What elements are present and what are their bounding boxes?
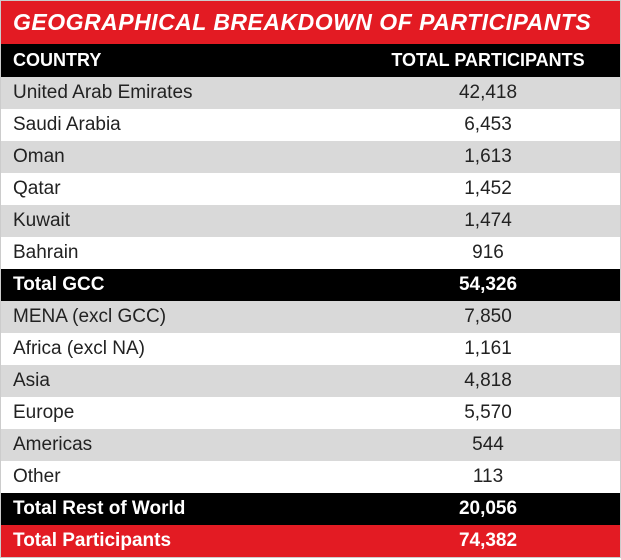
cell-value: 916 bbox=[368, 242, 608, 264]
col-header-country: COUNTRY bbox=[13, 50, 368, 71]
cell-value: 1,161 bbox=[368, 338, 608, 360]
cell-country: Bahrain bbox=[13, 242, 368, 264]
table-row: Europe 5,570 bbox=[1, 397, 620, 429]
cell-value: 4,818 bbox=[368, 370, 608, 392]
table-row: Saudi Arabia 6,453 bbox=[1, 109, 620, 141]
cell-country: Asia bbox=[13, 370, 368, 392]
grand-total-label: Total Participants bbox=[13, 530, 368, 552]
table-row: Other 113 bbox=[1, 461, 620, 493]
table-row: MENA (excl GCC) 7,850 bbox=[1, 301, 620, 333]
cell-country: Kuwait bbox=[13, 210, 368, 232]
table-header: COUNTRY TOTAL PARTICIPANTS bbox=[1, 44, 620, 77]
cell-country: Other bbox=[13, 466, 368, 488]
cell-value: 1,613 bbox=[368, 146, 608, 168]
cell-value: 42,418 bbox=[368, 82, 608, 104]
table-row: Kuwait 1,474 bbox=[1, 205, 620, 237]
cell-value: 1,474 bbox=[368, 210, 608, 232]
cell-country: MENA (excl GCC) bbox=[13, 306, 368, 328]
cell-value: 113 bbox=[368, 466, 608, 488]
cell-country: Saudi Arabia bbox=[13, 114, 368, 136]
cell-value: 1,452 bbox=[368, 178, 608, 200]
table-row: Americas 544 bbox=[1, 429, 620, 461]
cell-value: 6,453 bbox=[368, 114, 608, 136]
cell-country: Qatar bbox=[13, 178, 368, 200]
col-header-total: TOTAL PARTICIPANTS bbox=[368, 50, 608, 71]
participants-table: GEOGRAPHICAL BREAKDOWN OF PARTICIPANTS C… bbox=[0, 0, 621, 558]
cell-value: 544 bbox=[368, 434, 608, 456]
cell-country: Oman bbox=[13, 146, 368, 168]
subtotal-label: Total GCC bbox=[13, 274, 368, 296]
table-row: United Arab Emirates 42,418 bbox=[1, 77, 620, 109]
cell-country: Americas bbox=[13, 434, 368, 456]
cell-value: 5,570 bbox=[368, 402, 608, 424]
table-row: Africa (excl NA) 1,161 bbox=[1, 333, 620, 365]
subtotal-label: Total Rest of World bbox=[13, 498, 368, 520]
grand-total: Total Participants 74,382 bbox=[1, 525, 620, 557]
cell-country: Africa (excl NA) bbox=[13, 338, 368, 360]
table-title: GEOGRAPHICAL BREAKDOWN OF PARTICIPANTS bbox=[1, 1, 620, 44]
table-row: Asia 4,818 bbox=[1, 365, 620, 397]
cell-country: United Arab Emirates bbox=[13, 82, 368, 104]
table-row: Bahrain 916 bbox=[1, 237, 620, 269]
table-row: Qatar 1,452 bbox=[1, 173, 620, 205]
cell-country: Europe bbox=[13, 402, 368, 424]
subtotal-value: 54,326 bbox=[368, 274, 608, 296]
subtotal-rest-of-world: Total Rest of World 20,056 bbox=[1, 493, 620, 525]
table-row: Oman 1,613 bbox=[1, 141, 620, 173]
subtotal-gcc: Total GCC 54,326 bbox=[1, 269, 620, 301]
subtotal-value: 20,056 bbox=[368, 498, 608, 520]
grand-total-value: 74,382 bbox=[368, 530, 608, 552]
cell-value: 7,850 bbox=[368, 306, 608, 328]
